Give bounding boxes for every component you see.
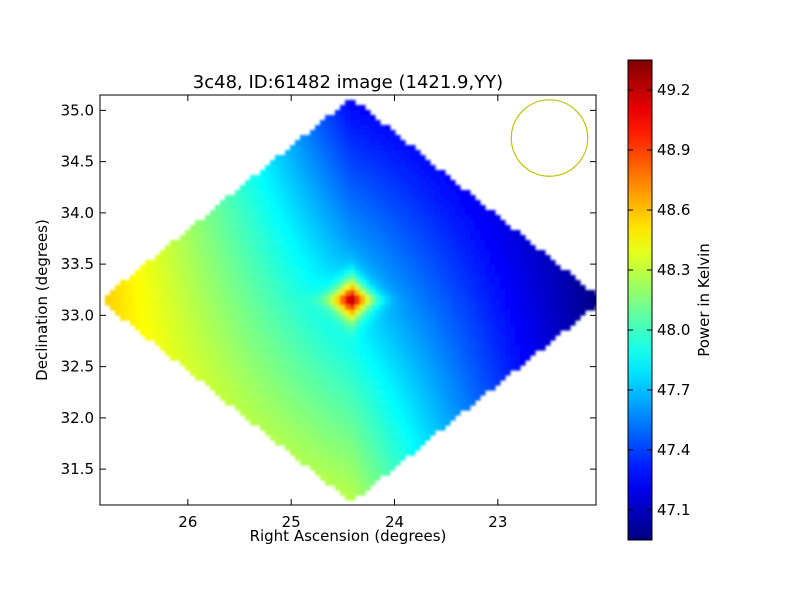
heatmap-cells	[105, 100, 596, 501]
y-tick-label: 32.0	[61, 409, 94, 427]
y-axis-label: Declination (degrees)	[33, 219, 51, 381]
y-tick-label: 33.5	[61, 255, 94, 273]
heatmap-image	[105, 100, 596, 501]
x-tick-label: 26	[178, 513, 197, 531]
x-tick-label: 23	[488, 513, 507, 531]
y-tick-label: 33.0	[61, 306, 94, 324]
x-tick-label: 24	[385, 513, 404, 531]
x-axis-ticks: 26 25 24 23	[178, 95, 507, 531]
y-axis-ticks: 31.5 32.0 32.5 33.0 33.5 34.0 34.5 35.0	[61, 101, 596, 478]
colorbar	[627, 59, 653, 541]
y-tick-label: 32.5	[61, 358, 94, 376]
colorbar-tick-label: 47.1	[657, 501, 690, 519]
colorbar-tick-label: 47.7	[657, 381, 690, 399]
colorbar-tick-label: 48.9	[657, 141, 690, 159]
x-tick-label: 25	[282, 513, 301, 531]
beam-marker	[510, 99, 589, 177]
chart-title: 3c48, ID:61482 image (1421.9,YY)	[193, 72, 503, 93]
colorbar-tick-label: 47.4	[657, 441, 690, 459]
y-tick-label: 34.0	[61, 204, 94, 222]
colorbar-ticks: 47.1 47.4 47.7 48.0 48.3 48.6 48.9 49.2	[628, 81, 690, 519]
y-tick-label: 34.5	[61, 153, 94, 171]
y-tick-label: 31.5	[61, 460, 94, 478]
y-tick-label: 35.0	[61, 101, 94, 119]
colorbar-tick-label: 48.6	[657, 201, 690, 219]
colorbar-tick-label: 48.3	[657, 261, 690, 279]
colorbar-label: Power in Kelvin	[695, 243, 713, 357]
colorbar-tick-label: 49.2	[657, 81, 690, 99]
x-axis-label: Right Ascension (degrees)	[250, 527, 447, 545]
plot-frame	[99, 94, 597, 506]
colorbar-tick-label: 48.0	[657, 321, 690, 339]
